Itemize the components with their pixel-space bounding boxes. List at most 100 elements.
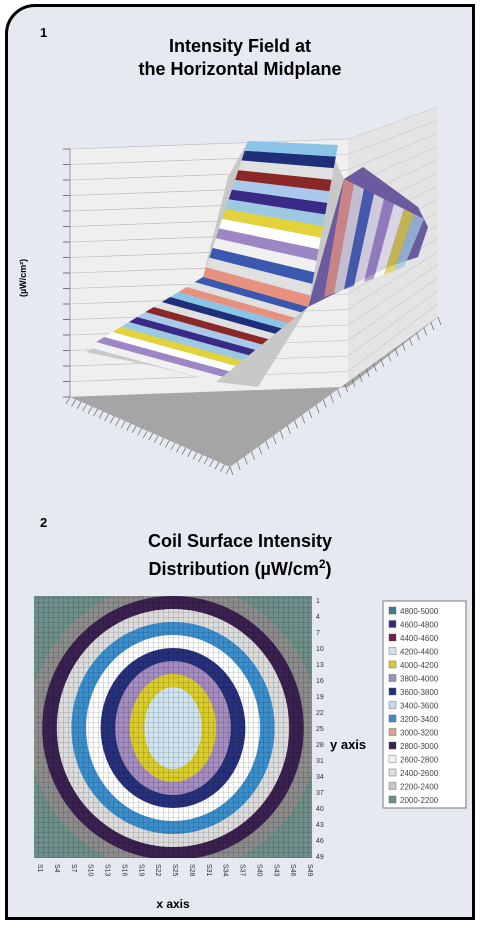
floor-tick	[198, 454, 203, 463]
heatmap-xlabel: x axis	[156, 897, 190, 911]
floor-tick	[131, 425, 137, 434]
figure-1-title: Intensity Field at the Horizontal Midpla…	[8, 35, 472, 81]
surface-band	[194, 277, 308, 313]
floor-tick	[225, 466, 231, 475]
floor	[70, 317, 438, 467]
floor-tick	[220, 464, 225, 472]
floor-tick	[279, 430, 284, 439]
surface-chart: (µW/cm²)	[18, 106, 442, 476]
floor-tick	[170, 442, 176, 451]
floor-tick	[301, 415, 306, 424]
floor-tick	[203, 457, 209, 465]
legend-swatch	[388, 701, 397, 709]
surface-bands	[65, 141, 442, 476]
x-tick-label: S49	[306, 864, 313, 877]
surface-band	[112, 327, 243, 366]
floor-tick	[104, 413, 109, 422]
floor-tick	[229, 466, 234, 476]
surface-band	[374, 204, 404, 279]
legend-label: 3400-3600	[400, 702, 439, 711]
legend-swatch	[388, 633, 397, 642]
gridline	[347, 106, 439, 140]
legend-swatch	[388, 755, 397, 763]
gridline	[347, 277, 439, 341]
legend-label: 3000-3200	[400, 729, 439, 738]
figure-2-title-sup: 2	[318, 557, 326, 571]
floor-tick	[315, 404, 320, 414]
gridline	[347, 132, 439, 171]
floor-tick	[380, 358, 384, 367]
legend-label: 2600-2800	[400, 756, 439, 765]
legend-label: 3800-4000	[400, 675, 439, 684]
floor-tick	[437, 316, 442, 326]
legend-label: 4400-4600	[400, 634, 439, 643]
floor-tick	[330, 394, 334, 403]
surface-band	[228, 189, 328, 215]
x-tick-label: S37	[239, 864, 246, 877]
gridline	[347, 303, 439, 372]
y-tick-label: 7	[316, 630, 320, 637]
surface-band	[88, 342, 223, 382]
surface-band	[231, 179, 330, 203]
y-tick-label: 31	[316, 758, 324, 765]
surface-band	[96, 337, 230, 377]
floor-tick	[358, 373, 363, 383]
floor-tick	[209, 459, 214, 467]
x-tick-label: S10	[87, 864, 94, 877]
floor-tick	[387, 353, 392, 362]
floor-tick	[192, 452, 198, 460]
surface-band	[129, 317, 256, 356]
figure-1-number: 1	[40, 25, 48, 40]
figure-2-number: 2	[40, 515, 48, 530]
surface-band	[222, 209, 323, 238]
legend-label: 2400-2600	[400, 769, 439, 778]
surface-band	[153, 302, 276, 340]
floor-tick	[176, 445, 181, 453]
x-tick-label: S40	[255, 864, 262, 877]
y-tick-label: 16	[316, 678, 324, 685]
floor-tick	[159, 437, 165, 446]
x-tick-label: S13	[104, 864, 111, 877]
floor-tick	[423, 327, 427, 336]
floor-tick	[82, 404, 87, 412]
floor-tick	[214, 461, 220, 470]
legend-swatch	[388, 674, 397, 682]
floor-tick	[287, 425, 291, 434]
y-tick-label: 46	[316, 838, 324, 845]
legend-label: 3600-3800	[400, 688, 439, 697]
gridline	[347, 290, 439, 357]
floor-tick	[308, 409, 313, 419]
floor-tick	[365, 368, 370, 377]
floor-tick	[244, 456, 248, 465]
legend-box	[382, 600, 467, 809]
y-tick-label: 22	[316, 710, 324, 717]
x-tick-label: S34	[222, 864, 229, 877]
floor-tick	[76, 401, 82, 410]
floor-tick	[120, 420, 126, 429]
figure-2-title-close: )	[325, 559, 332, 579]
x-tick-label: S22	[154, 864, 161, 877]
y-tick-label: 40	[316, 806, 324, 813]
y-tick-label: 49	[316, 854, 324, 861]
surface-band	[354, 194, 384, 286]
surface-band	[244, 141, 338, 157]
floor-tick	[258, 446, 263, 455]
floor-tick	[65, 396, 71, 405]
gridline	[347, 119, 439, 155]
floor-tick	[87, 406, 93, 414]
floor-tick	[351, 378, 356, 388]
floor-tick	[265, 441, 270, 450]
gridline	[347, 251, 439, 310]
legend-swatch	[388, 620, 397, 628]
surface-band	[215, 228, 319, 261]
surface-band	[344, 189, 374, 290]
x-ticks: S1 S4 S7 S10 S13 S16 S19 S22 S25 S28 S31 S34 S37 S40 S…	[36, 864, 313, 877]
surface-band	[219, 218, 321, 250]
floor-tick	[272, 435, 277, 445]
figure-1-title-line2: the Horizontal Midplane	[138, 59, 342, 79]
figure-2-title: Coil Surface Intensity Distribution (µW/…	[8, 530, 472, 581]
legend-swatch	[388, 660, 397, 669]
heatmap-mesh	[34, 596, 312, 858]
x-tick-label: S4	[53, 864, 60, 873]
legend-label: 4200-4400	[400, 648, 439, 657]
